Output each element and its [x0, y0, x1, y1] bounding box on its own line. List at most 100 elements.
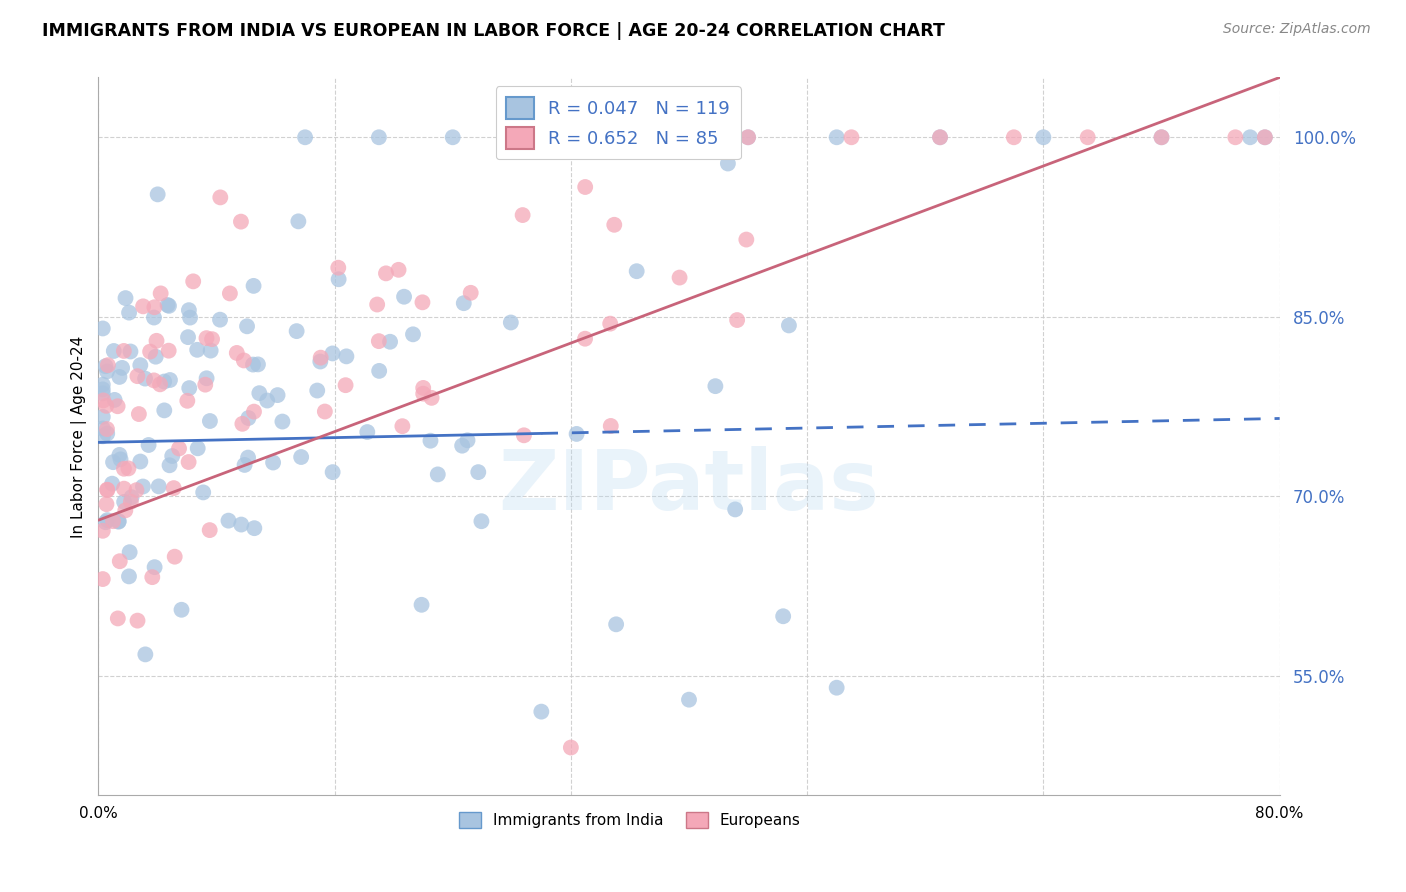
Point — [1077, 130, 1099, 145]
Point — [193, 485, 215, 500]
Point — [157, 299, 180, 313]
Point — [91, 421, 114, 435]
Point — [704, 379, 727, 393]
Point — [605, 617, 627, 632]
Point — [717, 156, 740, 170]
Point — [1225, 130, 1247, 145]
Point — [1150, 130, 1173, 145]
Point — [157, 343, 180, 358]
Point — [120, 344, 142, 359]
Point — [141, 570, 163, 584]
Point — [91, 524, 114, 538]
Point — [367, 130, 389, 145]
Point — [198, 523, 221, 537]
Point — [236, 319, 259, 334]
Point — [91, 386, 114, 401]
Point — [402, 327, 425, 342]
Point — [841, 130, 863, 145]
Point — [91, 383, 114, 397]
Point — [177, 455, 200, 469]
Point — [285, 324, 308, 338]
Point — [111, 360, 134, 375]
Point — [367, 334, 389, 348]
Point — [91, 321, 114, 335]
Point — [778, 318, 800, 333]
Point — [441, 130, 464, 145]
Point — [128, 407, 150, 421]
Point — [143, 310, 166, 325]
Point — [91, 409, 114, 424]
Point — [457, 434, 479, 448]
Point — [96, 513, 118, 527]
Point — [460, 285, 482, 300]
Point — [103, 343, 125, 358]
Point — [1032, 130, 1054, 145]
Point — [118, 545, 141, 559]
Point — [565, 426, 588, 441]
Point — [574, 332, 596, 346]
Point — [772, 609, 794, 624]
Point — [101, 514, 124, 528]
Point — [94, 515, 117, 529]
Point — [229, 214, 252, 228]
Point — [159, 458, 181, 473]
Point — [512, 208, 534, 222]
Point — [411, 598, 433, 612]
Point — [290, 450, 312, 464]
Point — [256, 393, 278, 408]
Point — [96, 497, 118, 511]
Point — [132, 479, 155, 493]
Point — [177, 303, 200, 318]
Point — [242, 358, 264, 372]
Point — [186, 343, 208, 357]
Point — [232, 353, 254, 368]
Point — [127, 614, 149, 628]
Point — [177, 330, 200, 344]
Point — [198, 414, 221, 428]
Point — [129, 454, 152, 468]
Point — [107, 611, 129, 625]
Point — [243, 521, 266, 535]
Point — [1254, 130, 1277, 145]
Point — [419, 434, 441, 448]
Point — [391, 419, 413, 434]
Point — [725, 313, 748, 327]
Point — [287, 214, 309, 228]
Point — [145, 350, 167, 364]
Point — [159, 373, 181, 387]
Point — [619, 130, 641, 145]
Point — [233, 458, 256, 472]
Point — [368, 364, 391, 378]
Point — [129, 358, 152, 372]
Point — [411, 295, 433, 310]
Point — [1254, 130, 1277, 145]
Point — [356, 425, 378, 439]
Point — [664, 130, 686, 145]
Point — [530, 705, 553, 719]
Point — [112, 343, 135, 358]
Point — [328, 272, 350, 286]
Point — [91, 572, 114, 586]
Point — [142, 373, 165, 387]
Point — [96, 483, 118, 497]
Point — [470, 514, 492, 528]
Point — [93, 393, 115, 408]
Point — [101, 476, 124, 491]
Point — [453, 296, 475, 310]
Point — [96, 426, 118, 441]
Point — [668, 270, 690, 285]
Point — [560, 740, 582, 755]
Point — [225, 346, 247, 360]
Point — [179, 310, 201, 325]
Point — [737, 130, 759, 145]
Point — [375, 266, 398, 280]
Point — [91, 377, 114, 392]
Point — [94, 359, 117, 374]
Point — [1239, 130, 1261, 145]
Point — [163, 549, 186, 564]
Point — [589, 130, 612, 145]
Point — [97, 358, 120, 372]
Point — [104, 392, 127, 407]
Point — [1002, 130, 1025, 145]
Point — [825, 681, 848, 695]
